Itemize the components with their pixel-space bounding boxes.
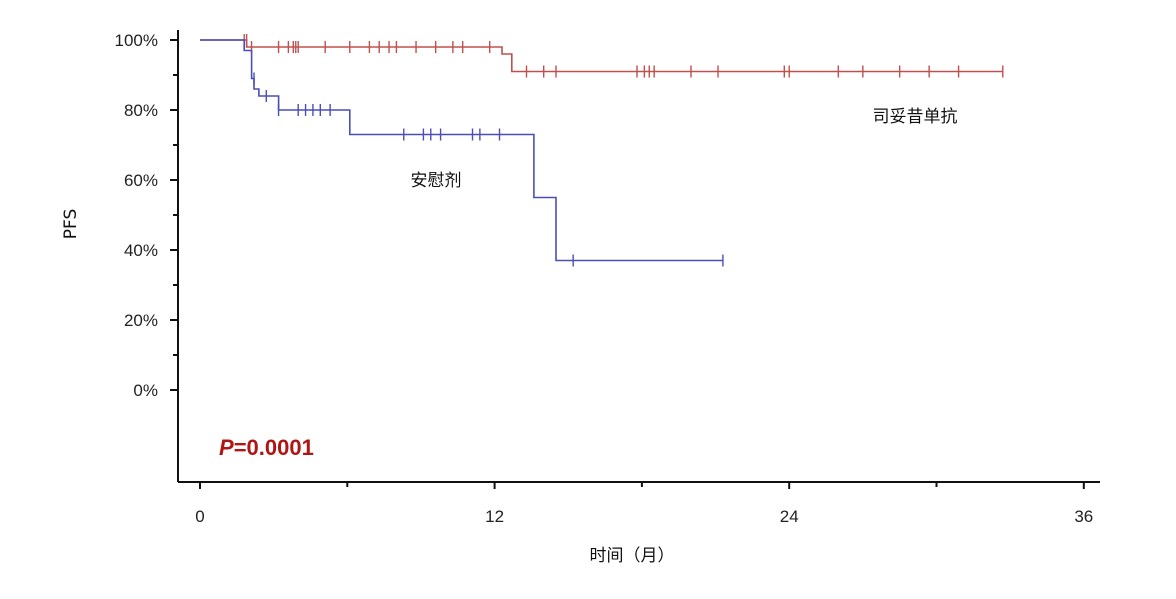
x-tick-label: 0 — [195, 507, 204, 526]
series-line — [200, 39, 723, 262]
series-2 — [200, 39, 724, 267]
x-tick-label: 24 — [780, 507, 799, 526]
y-tick-label: 60% — [124, 171, 158, 190]
p-value-annotation: P=0.0001 — [219, 435, 314, 460]
y-tick-label: 40% — [124, 241, 158, 260]
x-tick-label: 12 — [485, 507, 504, 526]
series-label-sirukumab: 司妥昔单抗 — [873, 107, 958, 127]
y-tick-label: 100% — [115, 31, 158, 50]
x-axis: 0 12 24 36 — [178, 481, 1100, 526]
series-1 — [200, 34, 1004, 78]
p-value-number: =0.0001 — [234, 435, 314, 460]
x-tick-label: 36 — [1074, 507, 1093, 526]
y-tick-label: 80% — [124, 101, 158, 120]
y-tick-label: 0% — [133, 381, 158, 400]
series-label-placebo: 安慰剂 — [411, 171, 462, 191]
plot-area: 0% 20% 40% 60% 80% 100% 0 12 24 36 — [115, 30, 1100, 526]
y-axis: 0% 20% 40% 60% 80% 100% — [115, 30, 179, 482]
plot-background — [178, 30, 1100, 482]
p-value-symbol: P — [219, 435, 234, 460]
x-axis-title: 时间（月） — [590, 546, 675, 566]
y-tick-label: 20% — [124, 311, 158, 330]
series-layer — [200, 34, 1004, 267]
y-axis-title: PFS — [61, 209, 81, 240]
